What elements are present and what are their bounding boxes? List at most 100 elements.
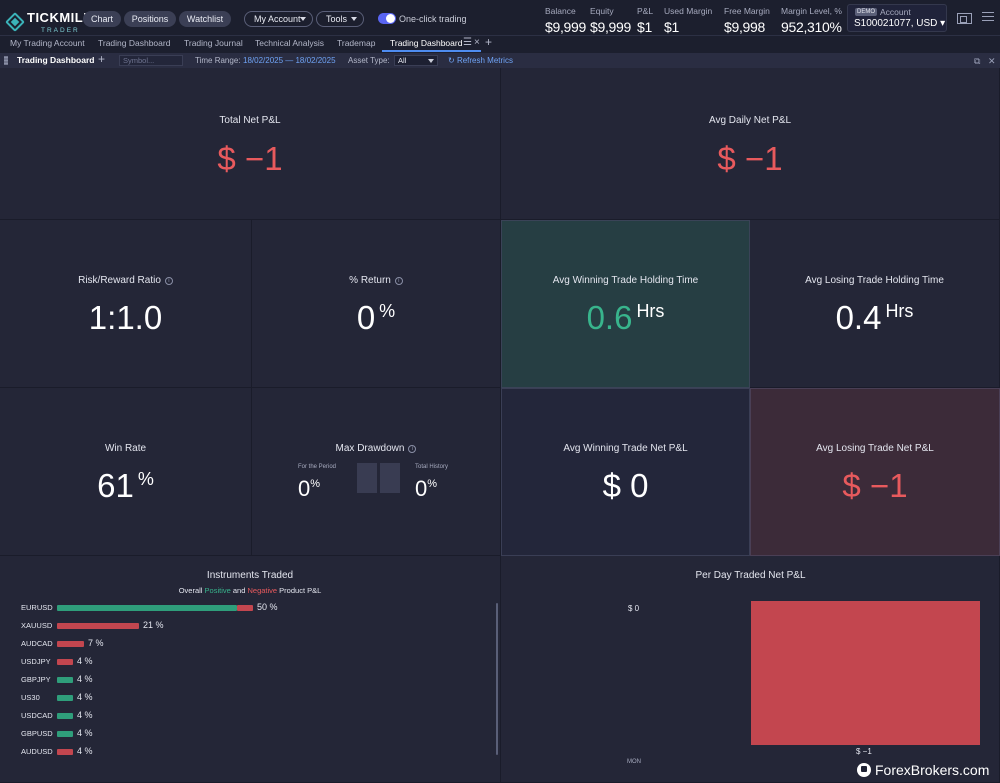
account-selector[interactable]: DEMO Account S100021077, USD ▾	[847, 4, 947, 32]
tab-menu-icon[interactable]: ☰	[463, 37, 472, 48]
avg-losing-hold-time-unit: Hrs	[885, 301, 914, 321]
instrument-row[interactable]: US30 4 %	[0, 692, 500, 703]
free-margin-metric: Free Margin $9,998	[724, 6, 770, 35]
avg-losing-hold-time-card: Avg Losing Trade Holding Time 0.4 Hrs	[750, 220, 1000, 388]
avg-winning-net-pl-card: Avg Winning Trade Net P&L $ 0	[501, 388, 750, 556]
risk-reward-title: Risk/Reward Ratio i	[0, 275, 251, 286]
tools-label: Tools	[326, 14, 348, 24]
tab-trading-dashboard[interactable]: Trading Dashboard	[98, 38, 171, 48]
instruments-scrollbar[interactable]	[496, 603, 498, 755]
equity-label: Equity	[590, 6, 614, 16]
close-panel-icon[interactable]: ✕	[988, 56, 996, 66]
refresh-icon: ↻	[448, 56, 457, 65]
avg-losing-hold-time-title: Avg Losing Trade Holding Time	[805, 275, 944, 286]
instrument-negative-bar	[57, 659, 73, 665]
one-click-trading-label: One-click trading	[399, 14, 467, 24]
per-day-bar-value: $ −1	[856, 747, 872, 756]
pct-return-unit: %	[379, 301, 396, 321]
add-widget-icon[interactable]: +	[98, 52, 106, 66]
tickmill-logo-icon	[5, 11, 25, 32]
instrument-positive-bar	[57, 713, 73, 719]
used-margin-label: Used Margin	[664, 6, 713, 16]
my-account-dropdown[interactable]: My Account	[244, 11, 313, 27]
instrument-percent: 4 %	[77, 674, 93, 684]
instrument-row[interactable]: GBPJPY 4 %	[0, 674, 500, 685]
info-icon[interactable]: i	[408, 445, 417, 453]
used-margin-value: $1	[664, 19, 679, 35]
free-margin-value: $9,998	[724, 19, 766, 35]
margin-level-value: 952,310%	[781, 19, 842, 35]
instrument-negative-bar	[57, 623, 139, 629]
logo-text: TICKMILL	[27, 10, 92, 25]
avg-winning-net-pl-value: $ 0	[602, 467, 649, 504]
instrument-row[interactable]: USDJPY 4 %	[0, 656, 500, 667]
instruments-traded-subtitle: Overall Positive and Negative Product P&…	[178, 586, 322, 595]
watchlist-button[interactable]: Watchlist	[179, 11, 231, 27]
pct-return-value: 0%	[356, 299, 396, 336]
balance-label: Balance	[545, 6, 576, 16]
tools-dropdown[interactable]: Tools	[316, 11, 364, 27]
tab-trading-dashboard-active[interactable]: Trading Dashboard	[382, 38, 481, 52]
one-click-trading-toggle[interactable]	[378, 13, 396, 24]
drawdown-period-bar	[357, 463, 377, 493]
instrument-row[interactable]: AUDUSD 4 %	[0, 746, 500, 757]
top-bar: TICKMILL TRADER Chart Positions Watchlis…	[0, 0, 1000, 36]
instrument-row[interactable]: USDCAD 4 %	[0, 710, 500, 721]
margin-level-label: Margin Level, %	[781, 6, 842, 16]
logo-subtext: TRADER	[41, 27, 80, 34]
info-icon[interactable]: i	[394, 277, 403, 285]
tab-trademap[interactable]: Trademap	[337, 38, 376, 48]
layout-icon[interactable]	[957, 13, 972, 24]
account-value: S100021077, USD ▾	[854, 18, 946, 29]
symbol-input[interactable]: Symbol...	[119, 55, 183, 66]
drag-handle-icon[interactable]	[4, 56, 8, 65]
chevron-down-icon	[428, 59, 434, 63]
chart-button[interactable]: Chart	[83, 11, 121, 27]
max-drawdown-title: Max Drawdown i	[252, 443, 500, 454]
tab-technical-analysis[interactable]: Technical Analysis	[255, 38, 324, 48]
total-net-pl-value: $ −1	[217, 140, 283, 177]
drawdown-period-value: 0%	[298, 476, 321, 501]
chevron-down-icon	[300, 17, 306, 21]
chevron-down-icon	[351, 17, 357, 21]
instrument-positive-bar	[57, 605, 237, 611]
equity-metric: Equity $9,999	[590, 6, 631, 35]
asset-type-value: All	[398, 56, 407, 65]
instrument-row[interactable]: GBPUSD 4 %	[0, 728, 500, 739]
drawdown-period-label: For the Period	[298, 464, 337, 470]
info-icon[interactable]: i	[164, 277, 173, 285]
win-rate-value: 61%	[97, 467, 154, 504]
add-tab-icon[interactable]: +	[485, 35, 493, 49]
pct-return-card: % Return i 0%	[252, 220, 501, 388]
instrument-negative-bar	[57, 749, 73, 755]
tab-my-trading-account[interactable]: My Trading Account	[10, 38, 85, 48]
instrument-name: XAUUSD	[21, 621, 53, 630]
hamburger-menu-icon[interactable]	[982, 12, 994, 24]
workspace-tabs: My Trading Account Trading Dashboard Tra…	[0, 35, 1000, 53]
avg-losing-net-pl-value: $ −1	[842, 467, 908, 504]
forexbrokers-logo-icon	[857, 763, 871, 777]
instrument-row[interactable]: EURUSD 50 %	[0, 602, 500, 613]
instrument-percent: 50 %	[257, 602, 278, 612]
tab-trading-journal[interactable]: Trading Journal	[184, 38, 243, 48]
instrument-percent: 4 %	[77, 728, 93, 738]
instruments-traded-title: Instruments Traded	[206, 570, 294, 581]
win-rate-title: Win Rate	[104, 443, 147, 454]
pl-label: P&L	[637, 6, 654, 16]
account-label: Account	[880, 7, 911, 17]
close-tab-icon[interactable]: ×	[474, 37, 480, 48]
positions-button[interactable]: Positions	[124, 11, 176, 27]
instrument-row[interactable]: AUDCAD 7 %	[0, 638, 500, 649]
instrument-row[interactable]: XAUUSD 21 %	[0, 620, 500, 631]
refresh-metrics-button[interactable]: ↻ Refresh Metrics	[448, 56, 513, 65]
instrument-name: EURUSD	[21, 603, 53, 612]
instrument-percent: 4 %	[77, 656, 93, 666]
total-net-pl-card: Total Net P&L $ −1	[0, 68, 501, 220]
instrument-name: GBPJPY	[21, 675, 51, 684]
dashboard-toolbar: Trading Dashboard + Symbol... Time Range…	[0, 52, 1000, 68]
asset-type-select[interactable]: All	[394, 55, 438, 66]
instrument-percent: 4 %	[77, 710, 93, 720]
time-range-value[interactable]: 18/02/2025 — 18/02/2025	[243, 56, 336, 65]
instrument-percent: 21 %	[143, 620, 164, 630]
popout-icon[interactable]: ⧉	[974, 56, 981, 66]
